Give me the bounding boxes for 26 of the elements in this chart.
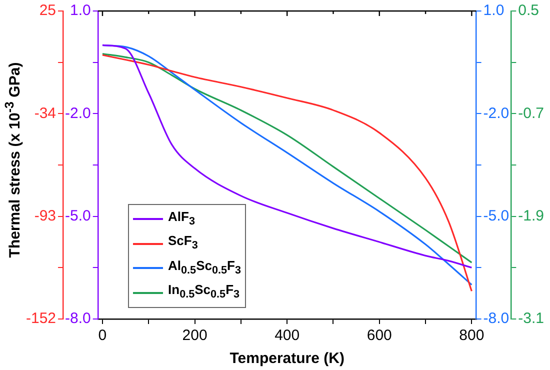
legend-label: ScF$_{3}$ xyxy=(168,232,198,254)
x-tick-label: 800 xyxy=(459,327,484,344)
y-tick-label: -152 xyxy=(26,310,56,328)
y2-tick-label: -2.0 xyxy=(483,104,510,122)
text: -2.0 xyxy=(65,104,91,122)
y-tick-label: -93 xyxy=(34,207,56,224)
x-tick-label: 600 xyxy=(366,327,392,344)
y-tick-label: -34 xyxy=(34,104,56,122)
y-tick-label: 25 xyxy=(39,2,56,20)
legend-label: Al$_{0.5}$Sc$_{0.5}$F$_{3}$ xyxy=(168,256,242,278)
y3-tick-label: -0.7 xyxy=(518,104,544,122)
x-tick-label: 0 xyxy=(98,327,107,344)
legend-label: AlF$_{3}$ xyxy=(168,208,195,230)
y3-tick-label: -1.9 xyxy=(518,207,544,224)
y3-tick-label: 0.5 xyxy=(518,2,540,20)
x-axis-title: Temperature (K) xyxy=(230,350,344,368)
y2-tick-label: -8.0 xyxy=(483,310,510,328)
text: 1.0 xyxy=(70,2,91,20)
text: -8.0 xyxy=(65,310,91,328)
y2-tick-label: 1.0 xyxy=(483,2,504,20)
x-tick-label: 400 xyxy=(274,327,300,344)
y2-tick-label: -5.0 xyxy=(483,207,510,224)
x-tick-label: 200 xyxy=(182,327,208,344)
y3-tick-label: -3.1 xyxy=(518,310,544,328)
legend-label: In$_{0.5}$Sc$_{0.5}$F$_{3}$ xyxy=(168,281,240,303)
text: -5.0 xyxy=(65,207,91,224)
